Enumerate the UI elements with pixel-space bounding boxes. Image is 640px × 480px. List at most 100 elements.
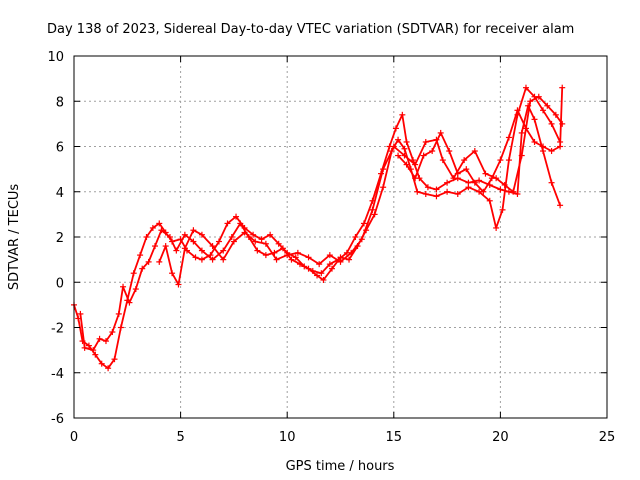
data-point <box>525 102 532 109</box>
data-point <box>510 188 517 195</box>
data-point <box>395 152 402 159</box>
y-tick-label: 10 <box>47 50 64 65</box>
data-point <box>454 191 461 198</box>
data-point <box>152 243 159 250</box>
data-point <box>181 245 188 252</box>
data-point <box>220 247 227 254</box>
data-point <box>480 188 487 195</box>
data-point <box>522 125 529 132</box>
data-point <box>358 236 365 243</box>
data-point <box>301 263 308 270</box>
data-point <box>288 256 295 263</box>
data-point <box>305 254 312 261</box>
x-tick-label: 25 <box>599 430 616 445</box>
data-point <box>320 276 327 283</box>
data-point <box>369 206 376 213</box>
data-point <box>139 265 146 272</box>
data-point <box>252 238 259 245</box>
data-point <box>420 152 427 159</box>
data-point <box>444 179 451 186</box>
data-point <box>514 107 521 114</box>
y-tick-label: 2 <box>56 231 64 246</box>
data-point <box>482 170 489 177</box>
data-point <box>105 365 112 372</box>
data-point <box>548 179 555 186</box>
data-point <box>267 231 274 238</box>
data-point <box>422 138 429 145</box>
data-point <box>559 84 566 91</box>
data-point <box>318 270 325 277</box>
data-point <box>149 224 156 231</box>
data-point <box>120 283 127 290</box>
data-point <box>326 261 333 268</box>
data-point <box>548 120 555 127</box>
data-point <box>412 161 419 168</box>
data-point <box>207 252 214 259</box>
data-point <box>98 360 105 367</box>
data-point <box>548 148 555 155</box>
marker-layer <box>71 84 566 372</box>
data-point <box>407 166 414 173</box>
data-point <box>126 299 133 306</box>
data-point <box>454 170 461 177</box>
y-tick-label: 4 <box>56 186 64 201</box>
data-point <box>162 229 169 236</box>
data-point <box>403 161 410 168</box>
data-point <box>388 148 395 155</box>
data-point <box>209 243 216 250</box>
data-point <box>505 134 512 141</box>
data-point <box>429 148 436 155</box>
data-point <box>461 157 468 164</box>
data-point <box>540 107 547 114</box>
data-point <box>117 324 124 331</box>
x-tick-label: 5 <box>176 430 184 445</box>
data-point <box>403 138 410 145</box>
data-point <box>109 329 116 336</box>
data-point <box>96 335 103 342</box>
data-point <box>115 310 122 317</box>
data-point <box>192 254 199 261</box>
data-point <box>158 227 165 234</box>
data-point <box>316 261 323 268</box>
data-point <box>271 249 278 256</box>
data-point <box>305 265 312 272</box>
data-point <box>220 256 227 263</box>
data-point <box>309 267 316 274</box>
data-point <box>557 143 564 150</box>
data-point <box>250 231 257 238</box>
data-point <box>137 252 144 259</box>
data-point <box>518 152 525 159</box>
chart-title: Day 138 of 2023, Sidereal Day-to-day VTE… <box>47 22 574 37</box>
data-point <box>369 197 376 204</box>
data-point <box>395 136 402 143</box>
x-tick-label: 0 <box>70 430 78 445</box>
data-point <box>224 220 231 227</box>
y-axis: -6 -4 -2 0 2 4 6 8 10 <box>47 50 607 427</box>
data-point <box>401 145 408 152</box>
data-point <box>143 234 150 240</box>
data-point <box>471 148 478 155</box>
data-point <box>279 245 286 252</box>
data-point <box>314 272 321 279</box>
data-point <box>380 184 387 191</box>
data-point <box>409 157 416 164</box>
data-point <box>275 240 282 247</box>
data-point <box>326 252 333 259</box>
data-point <box>392 125 399 132</box>
data-point <box>465 184 472 191</box>
data-point <box>102 338 109 345</box>
data-point <box>169 238 176 245</box>
data-point <box>173 247 180 254</box>
data-point <box>352 234 359 240</box>
data-point <box>169 270 176 277</box>
data-point <box>111 356 118 363</box>
data-point <box>360 220 367 227</box>
data-point <box>79 338 86 345</box>
data-point <box>433 186 440 193</box>
data-point <box>414 188 421 195</box>
data-point <box>559 120 566 127</box>
data-point <box>294 249 301 256</box>
x-tick-label: 15 <box>386 430 403 445</box>
data-point <box>378 170 385 177</box>
data-point <box>215 238 222 245</box>
